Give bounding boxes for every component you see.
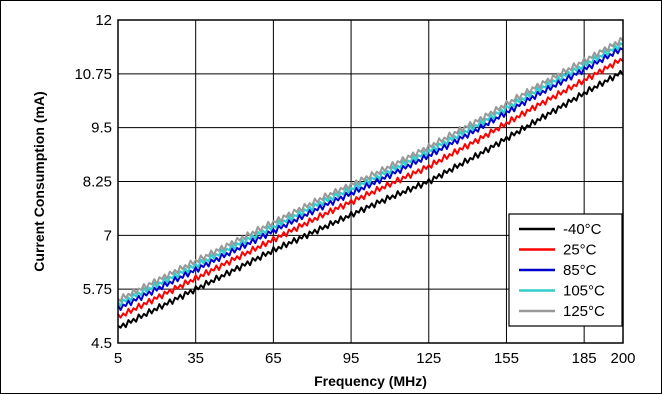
y-tick-label: 4.5 bbox=[91, 335, 112, 352]
legend-label: 85°C bbox=[563, 262, 597, 279]
x-tick-label: 185 bbox=[572, 350, 597, 367]
plot-area bbox=[117, 19, 624, 344]
x-tick-label: 200 bbox=[610, 350, 635, 367]
tick-labels: 5 35 65 95 125 155 185 200 4.5 5.75 7 8.25 9.5 10.75 1… bbox=[74, 12, 635, 367]
series-line bbox=[117, 47, 624, 311]
x-axis-title: Frequency (MHz) bbox=[314, 373, 427, 389]
legend-label: 125°C bbox=[563, 303, 605, 320]
x-tick-label: 35 bbox=[187, 350, 204, 367]
series-line bbox=[117, 57, 624, 319]
x-tick-label: 125 bbox=[416, 350, 441, 367]
series-line bbox=[117, 69, 624, 329]
series-line bbox=[117, 36, 624, 303]
legend-label: 25°C bbox=[563, 242, 597, 259]
x-tick-label: 65 bbox=[265, 350, 282, 367]
series-lines bbox=[117, 36, 624, 329]
legend: -40°C 25°C 85°C 105°C 125°C bbox=[508, 213, 623, 327]
y-axis-title: Current Consumption (mA) bbox=[31, 91, 47, 271]
legend-label: -40°C bbox=[563, 221, 602, 238]
y-tick-label: 5.75 bbox=[83, 281, 112, 298]
y-tick-label: 8.25 bbox=[83, 174, 112, 191]
x-tick-label: 5 bbox=[114, 350, 122, 367]
legend-label: 105°C bbox=[563, 283, 605, 300]
y-tick-label: 10.75 bbox=[74, 66, 112, 83]
y-tick-label: 7 bbox=[104, 227, 112, 244]
x-tick-label: 155 bbox=[494, 350, 519, 367]
y-tick-label: 12 bbox=[95, 12, 112, 29]
y-tick-label: 9.5 bbox=[91, 120, 112, 137]
series-line bbox=[117, 42, 624, 308]
x-tick-label: 95 bbox=[343, 350, 360, 367]
